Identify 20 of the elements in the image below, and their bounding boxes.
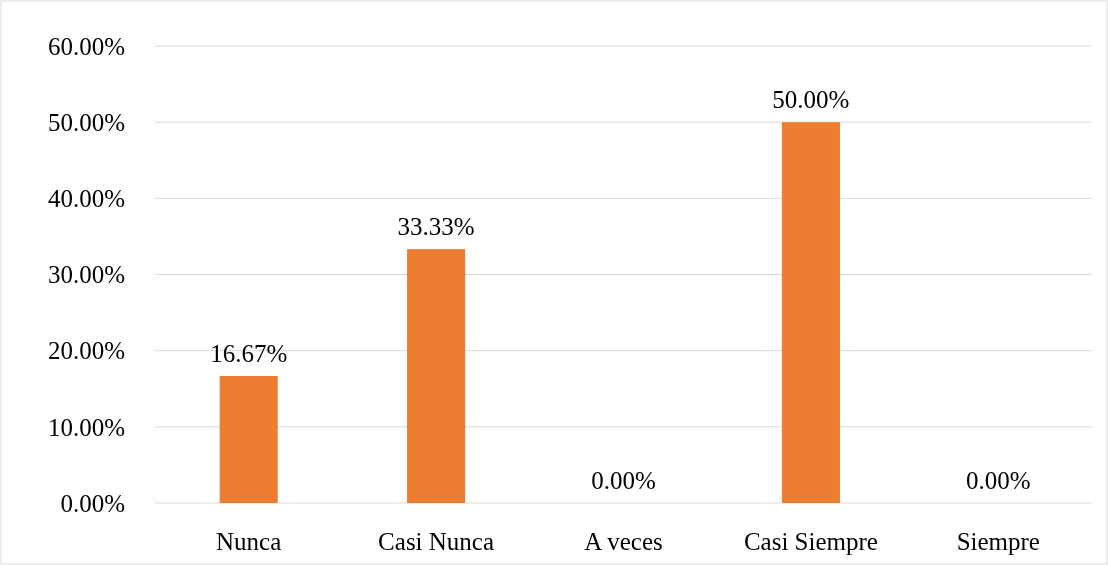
y-tick-label: 20.00% — [47, 337, 125, 365]
x-tick-label: Casi Siempre — [743, 528, 878, 555]
y-tick-label: 0.00% — [60, 489, 125, 517]
bar — [781, 122, 840, 503]
x-tick-label: A veces — [584, 528, 663, 555]
y-tick-label: 10.00% — [47, 413, 125, 441]
y-tick-label: 50.00% — [47, 108, 125, 136]
data-label: 16.67% — [210, 340, 288, 368]
y-tick-label: 30.00% — [47, 261, 125, 289]
bar — [407, 249, 466, 503]
data-label: 0.00% — [966, 467, 1031, 494]
data-label: 33.33% — [397, 213, 475, 241]
data-label: 0.00% — [591, 467, 656, 494]
y-tick-label: 40.00% — [47, 185, 125, 213]
x-tick-label: Casi Nunca — [378, 528, 495, 555]
bar — [219, 376, 278, 503]
y-tick-label: 60.00% — [47, 32, 125, 60]
x-tick-label: Siempre — [956, 528, 1040, 555]
x-tick-label: Nunca — [216, 528, 282, 555]
data-label: 50.00% — [772, 86, 850, 114]
